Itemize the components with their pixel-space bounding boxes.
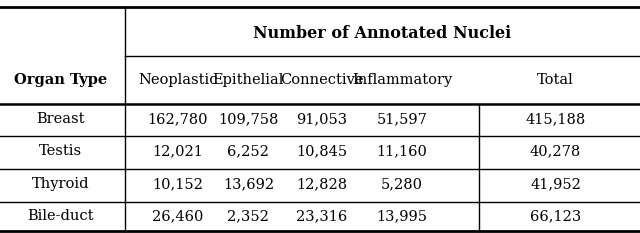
Text: 11,160: 11,160 bbox=[376, 144, 428, 158]
Text: Neoplastic: Neoplastic bbox=[138, 73, 218, 87]
Text: 10,845: 10,845 bbox=[296, 144, 348, 158]
Text: Epithelial: Epithelial bbox=[212, 73, 284, 87]
Text: 6,252: 6,252 bbox=[227, 144, 269, 158]
Text: 41,952: 41,952 bbox=[530, 177, 581, 191]
Text: 23,316: 23,316 bbox=[296, 209, 348, 223]
Text: 162,780: 162,780 bbox=[148, 112, 208, 126]
Text: 5,280: 5,280 bbox=[381, 177, 423, 191]
Text: 13,692: 13,692 bbox=[223, 177, 274, 191]
Text: 13,995: 13,995 bbox=[376, 209, 428, 223]
Text: 109,758: 109,758 bbox=[218, 112, 278, 126]
Text: 40,278: 40,278 bbox=[530, 144, 581, 158]
Text: 2,352: 2,352 bbox=[227, 209, 269, 223]
Text: Total: Total bbox=[537, 73, 574, 87]
Text: 12,021: 12,021 bbox=[152, 144, 204, 158]
Text: 91,053: 91,053 bbox=[296, 112, 348, 126]
Text: 10,152: 10,152 bbox=[152, 177, 204, 191]
Text: Testis: Testis bbox=[39, 144, 83, 158]
Text: Breast: Breast bbox=[36, 112, 85, 126]
Text: 415,188: 415,188 bbox=[525, 112, 586, 126]
Text: 26,460: 26,460 bbox=[152, 209, 204, 223]
Text: Number of Annotated Nuclei: Number of Annotated Nuclei bbox=[253, 25, 511, 42]
Text: Organ Type: Organ Type bbox=[14, 73, 108, 87]
Text: Thyroid: Thyroid bbox=[32, 177, 90, 191]
Text: 66,123: 66,123 bbox=[530, 209, 581, 223]
Text: Bile-duct: Bile-duct bbox=[28, 209, 94, 223]
Text: Connective: Connective bbox=[280, 73, 364, 87]
Text: 51,597: 51,597 bbox=[376, 112, 428, 126]
Text: Inflammatory: Inflammatory bbox=[352, 73, 452, 87]
Text: 12,828: 12,828 bbox=[296, 177, 348, 191]
